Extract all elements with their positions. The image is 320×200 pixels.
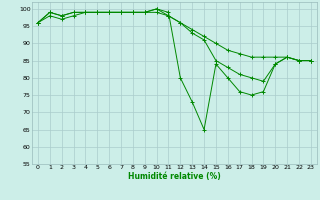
- X-axis label: Humidité relative (%): Humidité relative (%): [128, 172, 221, 181]
